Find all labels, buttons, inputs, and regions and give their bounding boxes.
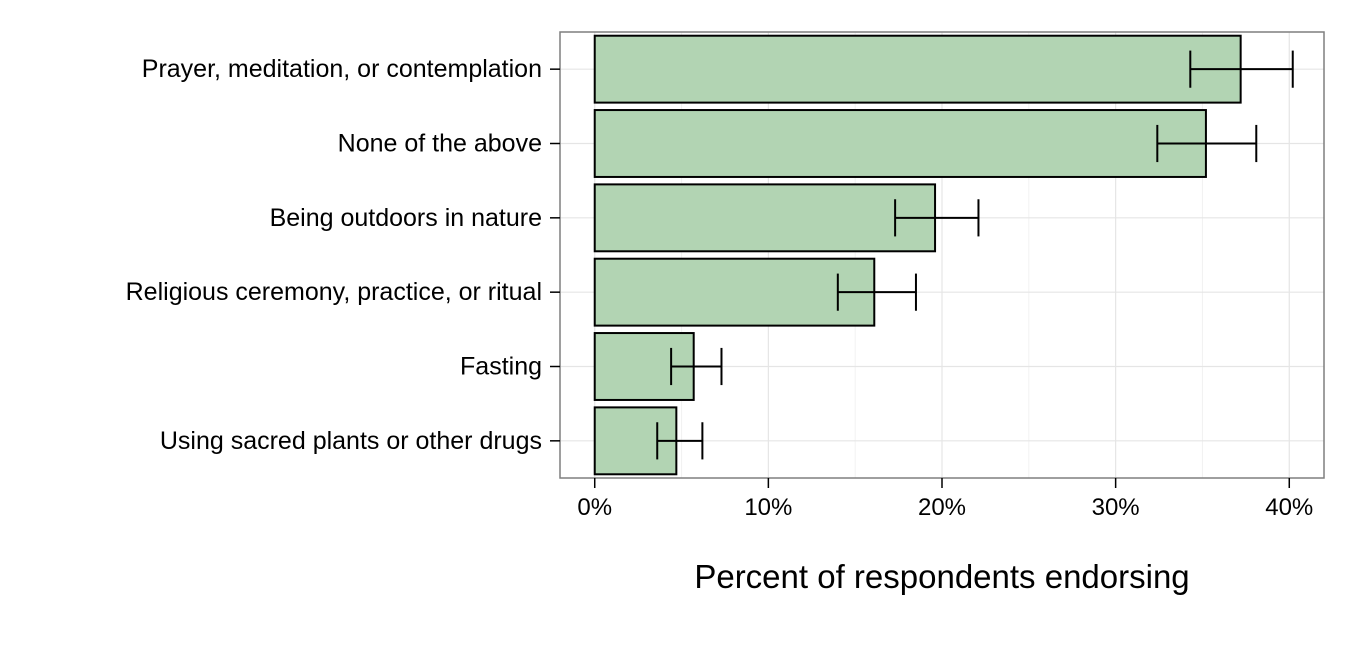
y-axis: Prayer, meditation, or contemplation None… (126, 55, 560, 455)
x-axis: 0% 10% 20% 30% 40% (577, 478, 1313, 521)
x-tick-label: 10% (744, 494, 792, 521)
error-bars (656, 50, 1294, 460)
bar (593, 34, 1242, 104)
x-axis-title: Percent of respondents endorsing (694, 558, 1189, 595)
y-tick-label: None of the above (338, 130, 542, 158)
x-tick-label: 40% (1265, 494, 1313, 521)
error-bar (894, 199, 980, 237)
error-bar (1189, 50, 1294, 88)
error-bar (836, 273, 917, 311)
y-tick-label: Using sacred plants or other drugs (160, 427, 542, 455)
error-bar (1156, 124, 1258, 163)
y-tick-label: Fasting (460, 353, 542, 381)
bar (593, 183, 937, 253)
bar (593, 257, 876, 327)
error-bar (670, 347, 723, 386)
y-tick-label: Religious ceremony, practice, or ritual (126, 278, 542, 306)
error-bar (656, 422, 704, 460)
x-tick-label: 20% (918, 494, 966, 521)
y-tick-label: Prayer, meditation, or contemplation (142, 55, 542, 83)
y-tick-label: Being outdoors in nature (270, 204, 542, 232)
bar (593, 109, 1207, 178)
x-tick-label: 30% (1092, 494, 1140, 521)
x-tick-label: 0% (577, 494, 612, 521)
